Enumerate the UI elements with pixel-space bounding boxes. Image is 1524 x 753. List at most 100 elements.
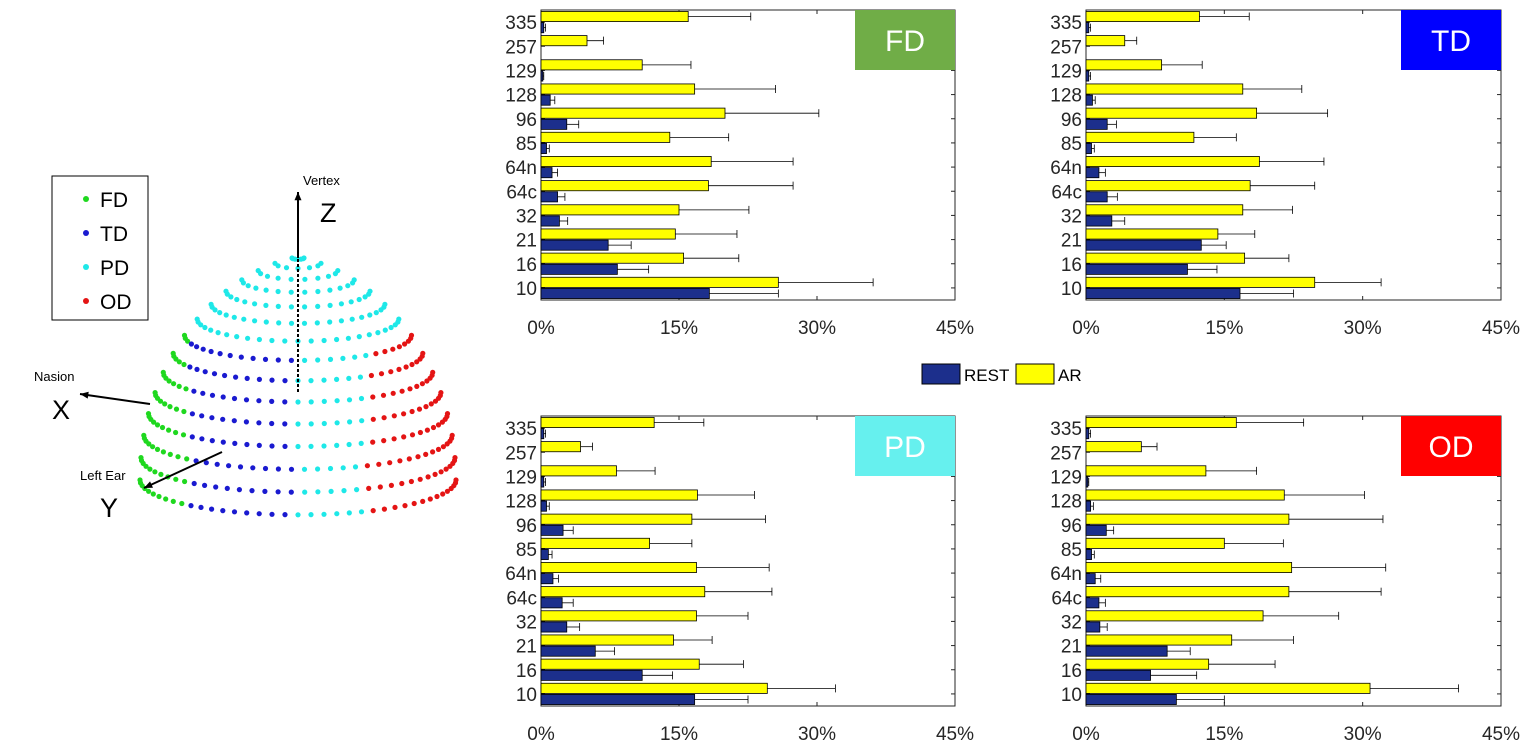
rest-bar bbox=[540, 94, 551, 106]
rest-bar bbox=[1085, 239, 1202, 251]
electrode-dot bbox=[308, 443, 314, 449]
rest-bar bbox=[540, 191, 558, 203]
x-tick-label: 45% bbox=[1482, 724, 1520, 745]
head-legend-dot bbox=[83, 196, 89, 202]
electrode-dot bbox=[209, 415, 215, 421]
electrode-dot bbox=[282, 378, 288, 384]
electrode-dot bbox=[233, 374, 239, 380]
electrode-dot bbox=[381, 438, 387, 444]
electrode-dot bbox=[275, 303, 281, 309]
electrode-dot bbox=[262, 356, 269, 362]
electrode-dot bbox=[288, 304, 294, 310]
rest-bar bbox=[540, 524, 564, 536]
electrode-dot bbox=[306, 265, 313, 271]
rest-bar bbox=[540, 694, 696, 705]
electrode-dot bbox=[302, 489, 308, 495]
electrode-dot bbox=[409, 361, 415, 368]
rest-bar bbox=[540, 215, 560, 227]
electrode-dot bbox=[256, 511, 262, 517]
electrode-dot bbox=[152, 469, 158, 475]
x-tick-label: 0% bbox=[1072, 318, 1100, 339]
rest-bar bbox=[1085, 524, 1107, 536]
electrode-dot bbox=[373, 310, 379, 316]
rest-bar bbox=[540, 573, 554, 585]
electrode-dot bbox=[420, 350, 426, 356]
y-tick-label: 64c bbox=[506, 588, 537, 609]
electrode-dot bbox=[208, 348, 214, 355]
electrode-dot bbox=[166, 427, 172, 433]
electrode-dot bbox=[373, 351, 379, 357]
rest-bar bbox=[540, 167, 553, 179]
rest-bar bbox=[1085, 428, 1090, 440]
electrode-dot bbox=[276, 320, 282, 326]
electrode-dot bbox=[175, 454, 181, 460]
electrode-dot bbox=[264, 273, 271, 279]
rest-bar bbox=[1085, 476, 1089, 488]
electrode-dot bbox=[295, 399, 301, 405]
electrode-dot bbox=[359, 314, 365, 320]
ar-bar bbox=[540, 537, 650, 549]
y-tick-label: 96 bbox=[1061, 516, 1082, 537]
electrode-dot bbox=[188, 341, 194, 347]
electrode-dot bbox=[443, 466, 449, 472]
electrode-dot bbox=[256, 420, 262, 426]
electrode-dot bbox=[328, 488, 334, 494]
ar-bar bbox=[540, 562, 697, 573]
electrode-dot bbox=[275, 489, 281, 495]
electrode-dot bbox=[345, 283, 351, 289]
electrode-dot bbox=[147, 466, 153, 472]
electrode-dot bbox=[288, 357, 294, 363]
x-tick-label: 45% bbox=[936, 724, 974, 745]
rest-bar bbox=[1085, 263, 1188, 275]
electrode-dot bbox=[275, 466, 281, 472]
electrode-dot bbox=[321, 398, 327, 404]
electrode-dot bbox=[288, 466, 295, 472]
electrode-dot bbox=[269, 398, 275, 404]
electrode-dot bbox=[143, 463, 149, 469]
electrode-dot bbox=[346, 510, 352, 516]
plot-area bbox=[540, 415, 956, 707]
electrode-dot bbox=[338, 301, 344, 307]
electrode-dot bbox=[380, 392, 387, 398]
rest-bar bbox=[1085, 118, 1108, 130]
electrode-dot bbox=[282, 421, 288, 427]
y-tick-label: 16 bbox=[516, 661, 537, 682]
chart-panel-pd: 0% 15% 30% 45% 335 257 129 128 96 85 64n 64c 32 21 16 1… bbox=[505, 415, 974, 745]
electrode-dot bbox=[156, 493, 162, 500]
electrode-dot bbox=[327, 465, 334, 472]
electrode-dot bbox=[228, 294, 234, 300]
ar-bar bbox=[1085, 417, 1237, 428]
rest-bar bbox=[1085, 694, 1177, 705]
electrode-dot bbox=[415, 454, 421, 460]
electrode-dot bbox=[170, 498, 176, 504]
electrode-dot bbox=[430, 369, 436, 375]
y-axis-caption: Left Ear bbox=[80, 468, 126, 483]
electrode-dot bbox=[417, 429, 423, 436]
y-tick-label: 96 bbox=[516, 110, 537, 131]
electrode-dot bbox=[160, 449, 166, 455]
electrode-dot bbox=[237, 464, 244, 470]
electrode-dot bbox=[269, 511, 275, 517]
electrode-dot bbox=[263, 302, 269, 308]
ar-bar bbox=[540, 59, 643, 71]
electrode-dot bbox=[245, 283, 251, 289]
y-tick-label: 32 bbox=[1061, 612, 1082, 633]
ar-bar bbox=[540, 131, 671, 143]
electrode-dot bbox=[263, 287, 269, 293]
electrode-dot bbox=[399, 480, 405, 487]
electrode-dot bbox=[366, 485, 372, 491]
ar-bar bbox=[540, 465, 617, 477]
electrode-dot bbox=[203, 460, 209, 466]
electrode-dot bbox=[358, 440, 364, 446]
electrode-dot bbox=[301, 320, 308, 326]
electrode-dot bbox=[244, 441, 250, 448]
electrode-dot bbox=[363, 352, 369, 359]
electrode-dot bbox=[209, 506, 215, 512]
electrode-dot bbox=[258, 271, 264, 277]
electrode-dot bbox=[327, 287, 333, 293]
y-tick-label: 129 bbox=[505, 467, 537, 488]
y-tick-label: 85 bbox=[516, 134, 537, 155]
x-tick-label: 30% bbox=[1344, 724, 1382, 745]
electrode-dot bbox=[213, 484, 219, 490]
electrode-dot bbox=[308, 511, 314, 518]
